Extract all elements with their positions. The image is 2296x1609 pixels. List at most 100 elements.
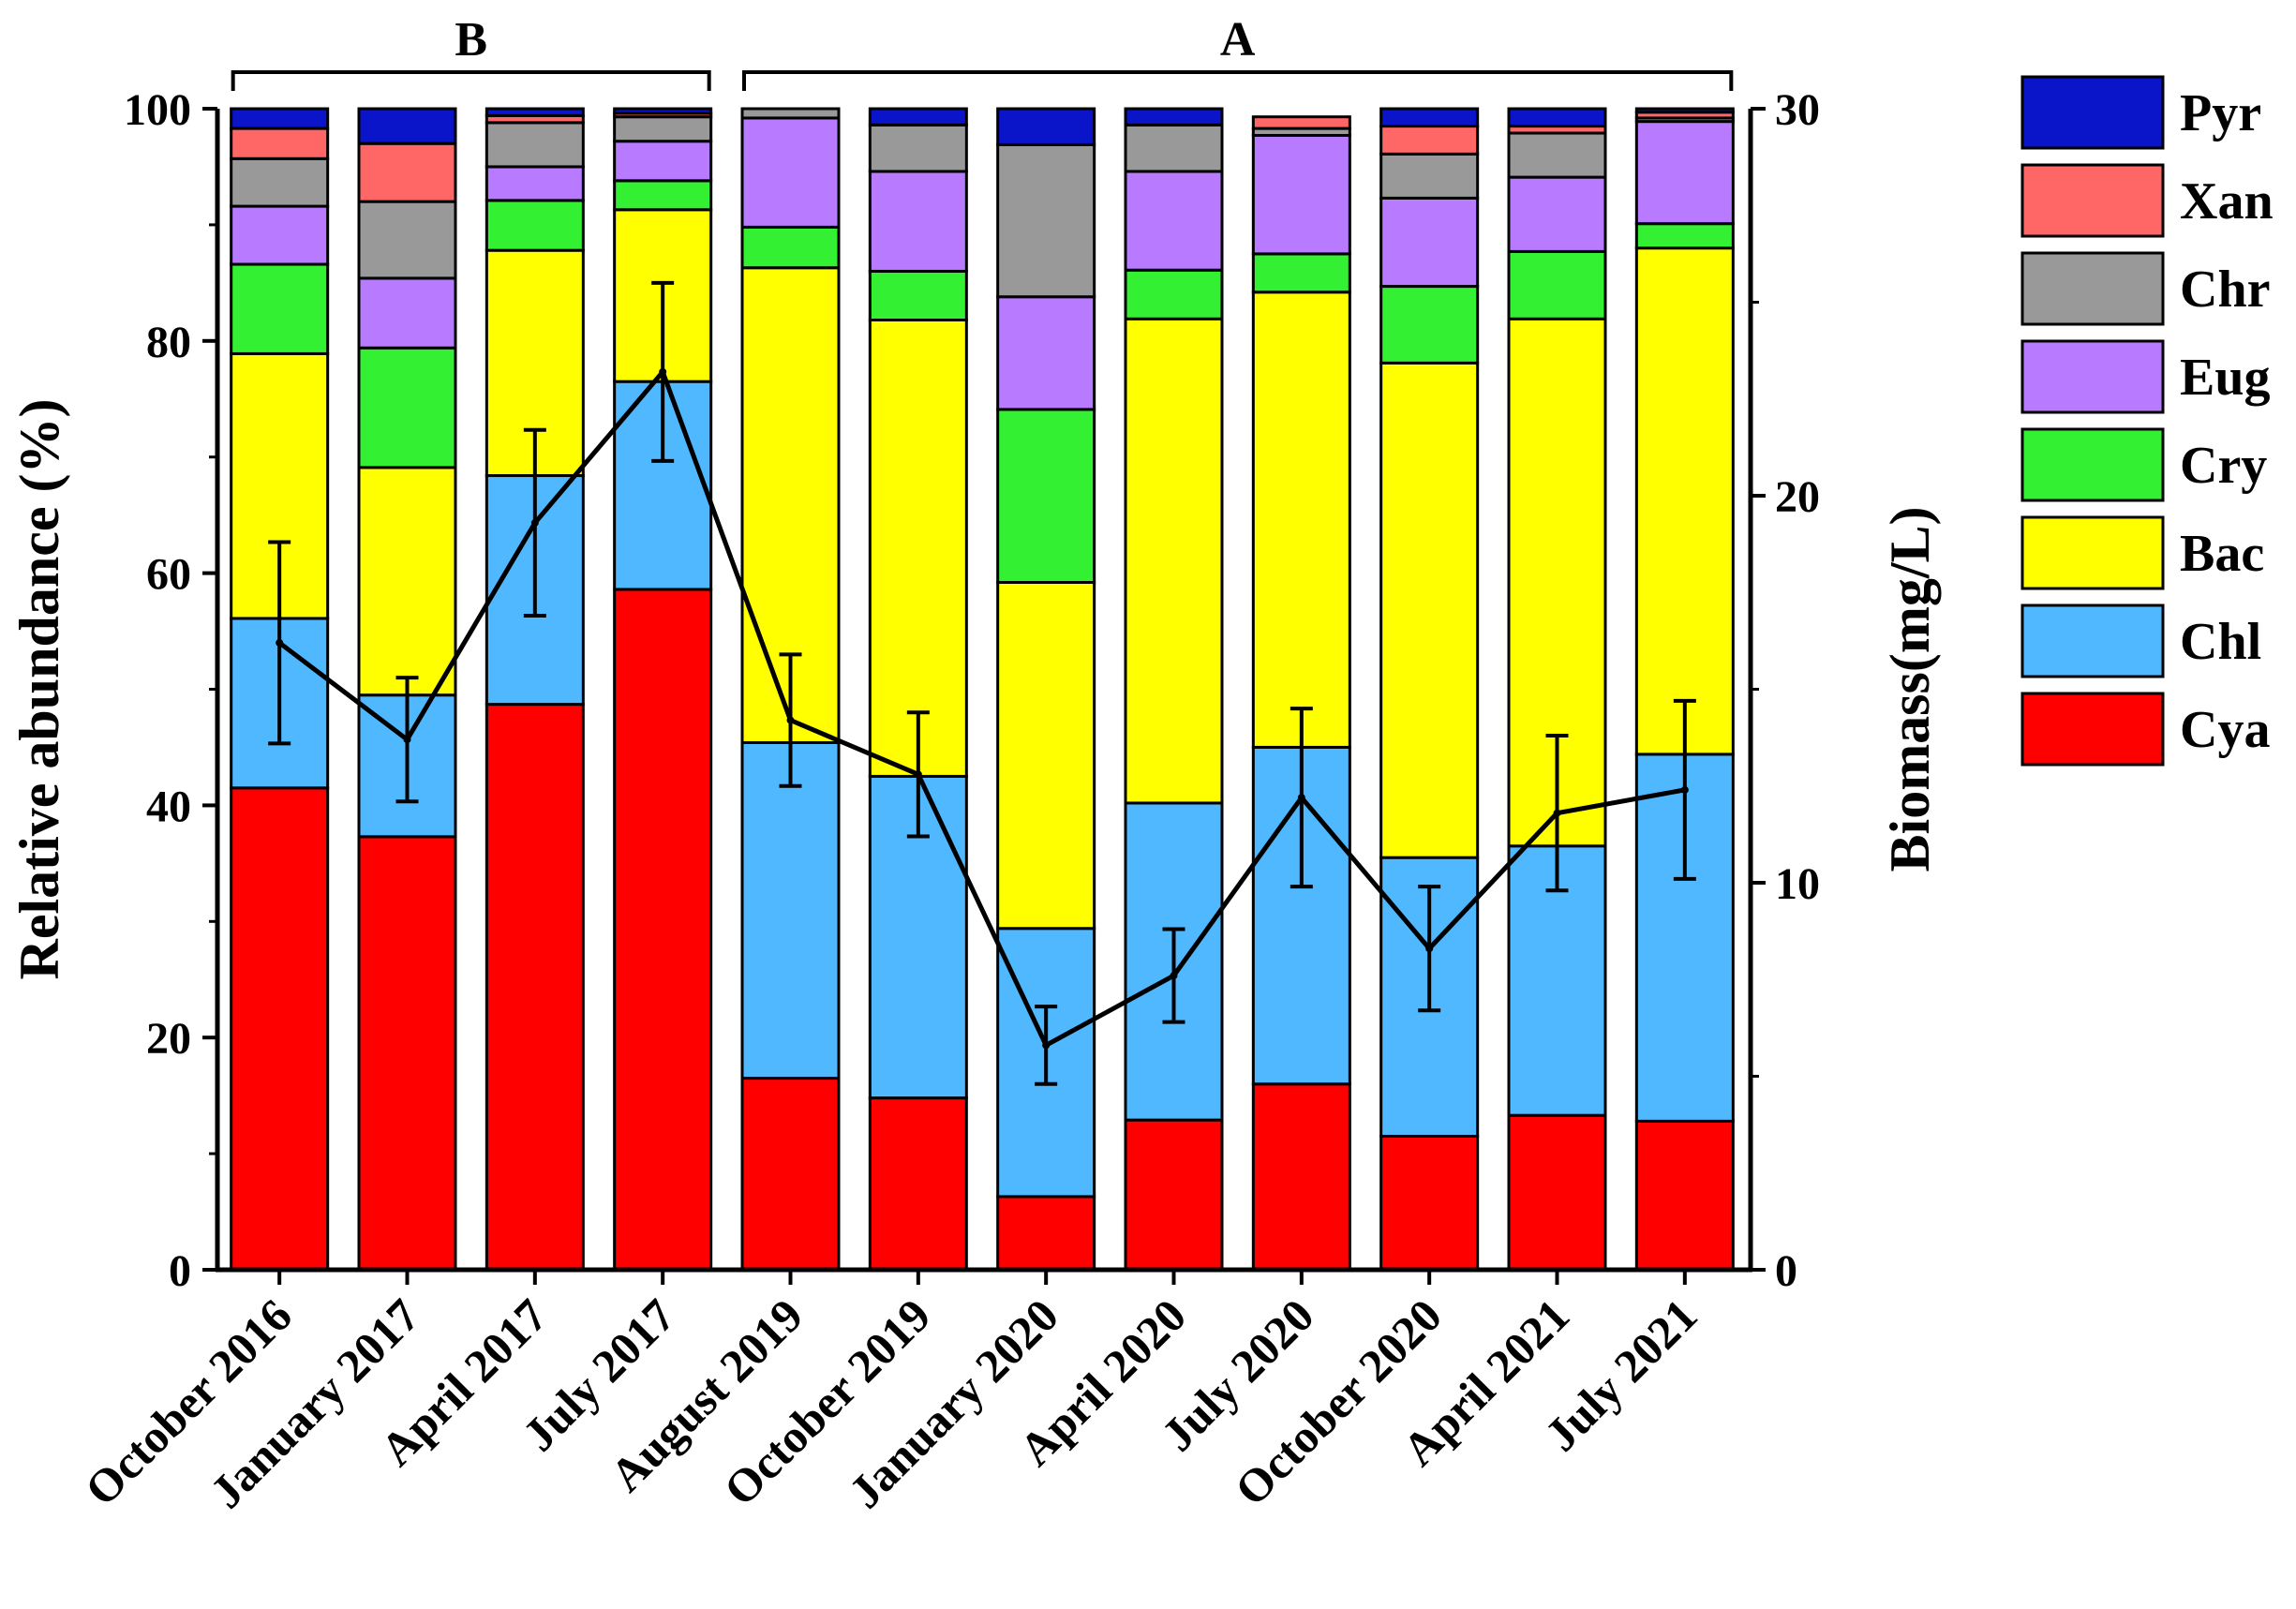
bar-segment-chr-0 [230, 156, 330, 208]
bar-segment-cry-0 [230, 262, 330, 355]
legend-item-xan: Xan [2020, 163, 2274, 238]
legend-item-cry: Cry [2020, 427, 2267, 502]
group-label-a: A [1220, 13, 1256, 67]
biomass-errorbar-4 [779, 652, 802, 788]
bar-segment-chr-6 [996, 142, 1096, 299]
legend-label-bac: Bac [2180, 525, 2264, 583]
y-tick-label-20: 20 [146, 1014, 191, 1064]
biomass-point-0 [276, 638, 284, 647]
legend-swatch-chl [2020, 603, 2165, 678]
legend: Pyr Xan Chr Eug Cry Bac Chl Cya [2020, 75, 2274, 767]
biomass-errorbar-11 [1673, 698, 1696, 881]
bar-segment-cya-3 [613, 588, 713, 1272]
bar-segment-cya-10 [1507, 1113, 1607, 1272]
bar-segment-eug-1 [357, 276, 457, 350]
legend-label-cya: Cya [2180, 701, 2270, 759]
bar-segment-cya-0 [230, 786, 330, 1272]
legend-label-chr: Chr [2180, 261, 2270, 319]
bar-segment-cya-6 [996, 1195, 1096, 1272]
biomass-point-11 [1680, 785, 1689, 794]
biomass-errorbar-9 [1418, 885, 1441, 1013]
bar-segment-cya-4 [740, 1077, 841, 1272]
biomass-errorbar-2 [523, 427, 546, 618]
bar-segment-cya-2 [485, 703, 585, 1272]
bar-segment-bac-11 [1634, 246, 1735, 756]
bars-layer [230, 107, 1735, 1272]
biomass-errorbar-7 [1162, 927, 1185, 1024]
bar-segment-cya-1 [357, 835, 457, 1272]
legend-item-pyr: Pyr [2020, 75, 2261, 150]
bar-segment-cya-7 [1124, 1118, 1224, 1272]
bar-segment-cry-4 [740, 225, 841, 270]
bar-stack-11 [1634, 107, 1735, 1272]
biomass-errorbar-1 [395, 676, 419, 804]
bar-segment-chr-1 [357, 200, 457, 280]
bar-stack-7 [1124, 107, 1224, 1272]
legend-label-xan: Xan [2180, 172, 2274, 231]
bar-segment-cry-10 [1507, 249, 1607, 320]
bar-segment-cry-6 [996, 408, 1096, 585]
legend-swatch-chr [2020, 251, 2165, 326]
legend-label-eug: Eug [2180, 349, 2271, 407]
bar-segment-chr-4 [740, 107, 841, 120]
bar-segment-chr-2 [485, 121, 585, 169]
biomass-point-6 [1042, 1041, 1051, 1050]
bar-segment-pyr-1 [357, 107, 457, 145]
group-bracket-line-b [231, 70, 711, 91]
bar-segment-pyr-3 [613, 107, 713, 115]
legend-swatch-cry [2020, 427, 2165, 502]
bar-stack-10 [1507, 107, 1607, 1272]
bar-segment-pyr-2 [485, 107, 585, 117]
legend-swatch-xan [2020, 163, 2165, 238]
legend-swatch-cya [2020, 692, 2165, 767]
legend-swatch-bac [2020, 515, 2165, 590]
y2-tick-label-10: 10 [1775, 859, 1820, 909]
bar-segment-cry-2 [485, 199, 585, 252]
biomass-errorbar-10 [1545, 734, 1569, 893]
bar-segment-xan-8 [1251, 115, 1351, 130]
bar-segment-pyr-9 [1379, 107, 1480, 128]
bar-segment-bac-5 [868, 318, 968, 778]
bar-segment-xan-1 [357, 142, 457, 203]
group-label-b: B [455, 13, 487, 67]
bar-stack-6 [996, 107, 1096, 1272]
bar-segment-eug-2 [485, 165, 585, 202]
biomass-point-1 [403, 736, 411, 744]
bar-stack-2 [485, 107, 585, 1272]
bar-segment-eug-10 [1507, 175, 1607, 253]
bar-segment-cya-8 [1251, 1082, 1351, 1272]
bar-segment-cya-9 [1379, 1135, 1480, 1272]
bar-segment-pyr-11 [1634, 107, 1735, 114]
bar-segment-eug-7 [1124, 170, 1224, 272]
y2-tick-label-0: 0 [1775, 1246, 1797, 1296]
bar-segment-chr-3 [613, 115, 713, 143]
y2-tick-label-30: 30 [1775, 85, 1820, 135]
biomass-point-4 [786, 716, 795, 724]
bar-segment-bac-6 [996, 581, 1096, 931]
bar-segment-cya-5 [868, 1096, 968, 1272]
bar-segment-chr-5 [868, 123, 968, 173]
bar-segment-chr-9 [1379, 152, 1480, 200]
legend-label-pyr: Pyr [2180, 84, 2261, 142]
group-bracket-a: A [742, 13, 1734, 91]
bar-segment-cry-7 [1124, 268, 1224, 320]
bar-stack-8 [1251, 115, 1351, 1272]
bar-segment-eug-9 [1379, 196, 1480, 289]
y2-axis-title: Biomass(mg/L) [1879, 507, 1941, 872]
y-axis-title: Relative abundance (%) [8, 399, 70, 980]
bar-segment-pyr-0 [230, 107, 330, 130]
bar-segment-xan-9 [1379, 125, 1480, 156]
bar-segment-pyr-6 [996, 107, 1096, 146]
biomass-errorbar-8 [1290, 707, 1313, 889]
y2-tick-label-20: 20 [1775, 472, 1820, 522]
biomass-point-2 [530, 518, 539, 527]
legend-swatch-pyr [2020, 75, 2165, 150]
biomass-point-7 [1170, 972, 1178, 980]
bar-segment-eug-5 [868, 170, 968, 273]
bar-segment-eug-4 [740, 116, 841, 229]
biomass-point-9 [1425, 945, 1434, 953]
bar-segment-eug-6 [996, 295, 1096, 411]
y-tick-label-0: 0 [169, 1246, 191, 1296]
bar-segment-pyr-5 [868, 107, 968, 127]
